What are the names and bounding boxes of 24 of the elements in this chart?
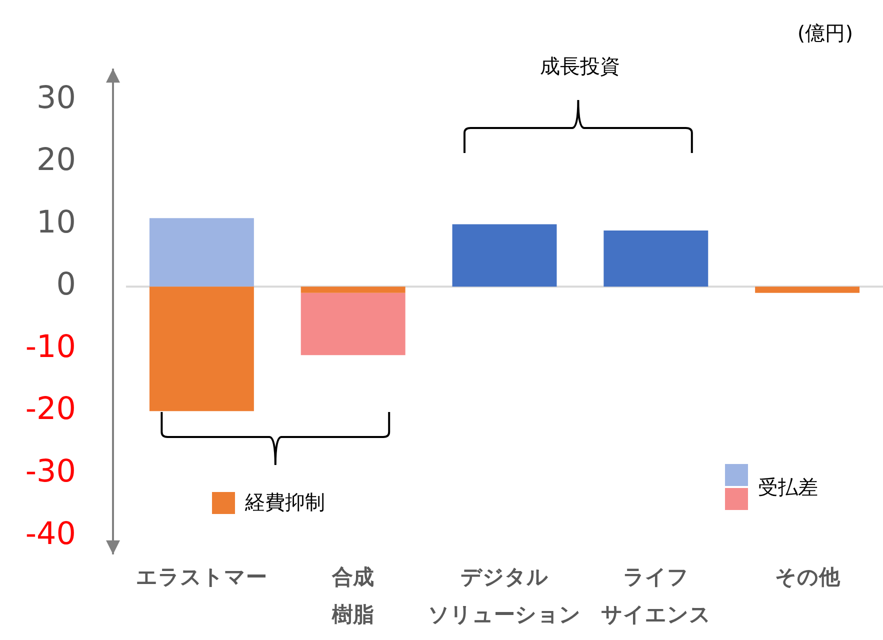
bar xyxy=(452,224,557,287)
bar xyxy=(604,230,708,287)
y-tick-label: -20 xyxy=(25,391,76,428)
bar xyxy=(300,292,406,356)
bar xyxy=(149,286,254,412)
legend-label: 経費抑制 xyxy=(245,489,325,516)
annotation: 成長投資 xyxy=(540,54,620,78)
legend-label: 受払差 xyxy=(758,474,818,500)
y-tick-label: -40 xyxy=(25,516,76,552)
y-tick-label: 10 xyxy=(36,204,76,240)
y-tick-label: -10 xyxy=(25,328,76,365)
x-tick-label: 合成樹脂 xyxy=(331,564,374,627)
bar xyxy=(300,286,406,293)
bar xyxy=(149,218,254,287)
x-tick-label: エラストマー xyxy=(136,564,268,589)
y-tick-label: 30 xyxy=(36,80,76,116)
y-tick-label: 0 xyxy=(56,266,76,303)
text: (億円) xyxy=(797,21,853,46)
x-tick-label: ライフサイエンス xyxy=(600,564,711,627)
x-tick-label: その他 xyxy=(774,564,841,589)
y-tick-label: -30 xyxy=(25,453,76,490)
y-tick-label: 20 xyxy=(36,142,76,178)
bar xyxy=(755,286,860,293)
x-tick-label: デジタルソリューション xyxy=(428,564,581,627)
